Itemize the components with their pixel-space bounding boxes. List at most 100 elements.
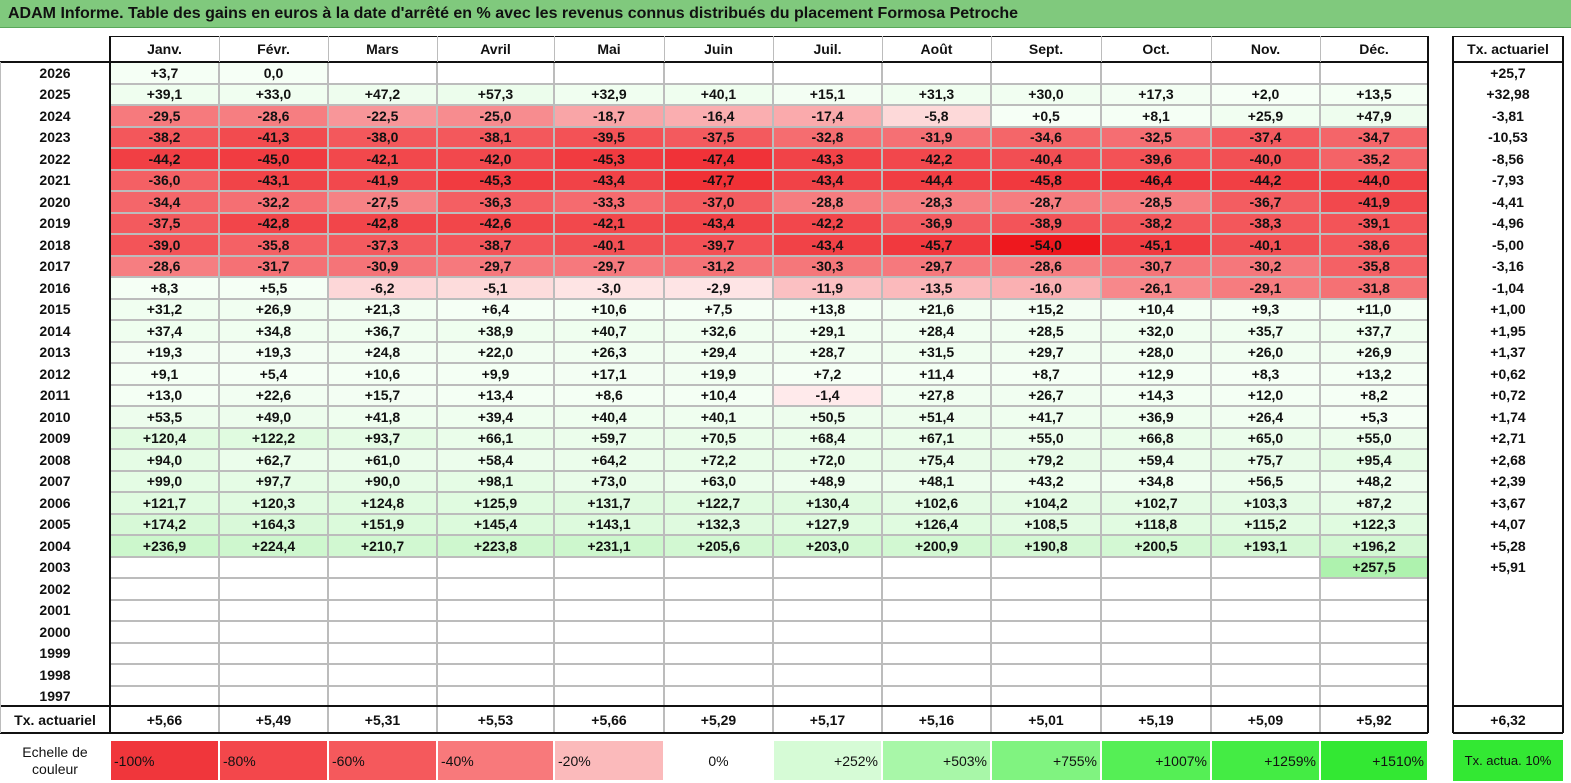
- table-cell: +8,2: [1320, 384, 1428, 406]
- summary-cell: +5,31: [328, 706, 437, 733]
- table-cell: [1320, 664, 1428, 686]
- table-cell: +19,3: [110, 341, 219, 363]
- table-cell: [991, 578, 1101, 600]
- table-cell: [219, 642, 328, 664]
- table-cell: +9,1: [110, 363, 219, 385]
- table-cell: -28,6: [219, 105, 328, 127]
- rate-cell: [1453, 686, 1563, 708]
- table-cell: -37,5: [110, 212, 219, 234]
- table-cell: -6,2: [328, 277, 437, 299]
- table-cell: -17,4: [773, 105, 882, 127]
- table-cell: +13,5: [1320, 83, 1428, 105]
- table-cell: -43,1: [219, 169, 328, 191]
- table-cell: +15,7: [328, 384, 437, 406]
- table-cell: -54,0: [991, 234, 1101, 256]
- year-label: 2004: [39, 537, 71, 554]
- table-cell: +28,0: [1101, 341, 1211, 363]
- table-cell: -13,5: [882, 277, 991, 299]
- table-cell: -42,1: [554, 212, 664, 234]
- table-cell: +14,3: [1101, 384, 1211, 406]
- table-cell: -29,5: [110, 105, 219, 127]
- table-cell: -45,7: [882, 234, 991, 256]
- table-cell: +37,4: [110, 320, 219, 342]
- month-header: Févr.: [257, 41, 290, 57]
- table-cell: -43,4: [554, 169, 664, 191]
- table-cell: +19,3: [219, 341, 328, 363]
- table-cell: -30,9: [328, 255, 437, 277]
- table-cell: -28,6: [110, 255, 219, 277]
- table-cell: [219, 578, 328, 600]
- table-cell: +9,9: [437, 363, 554, 385]
- table-cell: +58,4: [437, 449, 554, 471]
- table-cell: +124,8: [328, 492, 437, 514]
- table-cell: +21,3: [328, 298, 437, 320]
- table-cell: +205,6: [664, 535, 773, 557]
- table-cell: -30,3: [773, 255, 882, 277]
- table-cell: +236,9: [110, 535, 219, 557]
- table-cell: -42,8: [219, 212, 328, 234]
- table-cell: +53,5: [110, 406, 219, 428]
- table-cell: +87,2: [1320, 492, 1428, 514]
- table-cell: +120,3: [219, 492, 328, 514]
- table-cell: +38,9: [437, 320, 554, 342]
- table-border: [109, 36, 111, 733]
- table-cell: +200,9: [882, 535, 991, 557]
- table-cell: -42,8: [328, 212, 437, 234]
- table-border: [1427, 36, 1429, 733]
- table-cell: [664, 664, 773, 686]
- table-cell: -16,4: [664, 105, 773, 127]
- table-cell: [664, 578, 773, 600]
- table-cell: +2,0: [1211, 83, 1320, 105]
- table-cell: -34,6: [991, 126, 1101, 148]
- table-cell: -5,1: [437, 277, 554, 299]
- table-cell: -1,4: [773, 384, 882, 406]
- table-cell: +55,0: [991, 427, 1101, 449]
- table-cell: -42,6: [437, 212, 554, 234]
- table-cell: -28,7: [991, 191, 1101, 213]
- table-cell: [991, 599, 1101, 621]
- table-cell: [882, 642, 991, 664]
- table-cell: +8,1: [1101, 105, 1211, 127]
- table-cell: [554, 621, 664, 643]
- table-cell: +8,3: [1211, 363, 1320, 385]
- table-cell: [437, 578, 554, 600]
- table-cell: [1211, 642, 1320, 664]
- table-cell: [1101, 642, 1211, 664]
- table-cell: -44,2: [110, 148, 219, 170]
- rate-cell: -7,93: [1492, 172, 1524, 189]
- table-cell: [882, 599, 991, 621]
- table-cell: -46,4: [1101, 169, 1211, 191]
- table-cell: -26,1: [1101, 277, 1211, 299]
- rate-border: [1453, 705, 1563, 707]
- rate-cell: +5,91: [1490, 559, 1526, 576]
- year-label: 2018: [39, 236, 71, 253]
- year-label: 2012: [39, 365, 71, 382]
- table-cell: -39,7: [664, 234, 773, 256]
- table-cell: -42,2: [882, 148, 991, 170]
- table-cell: [1101, 621, 1211, 643]
- table-cell: [437, 599, 554, 621]
- table-cell: [664, 685, 773, 707]
- table-cell: +10,6: [328, 363, 437, 385]
- table-cell: [1101, 599, 1211, 621]
- table-cell: -11,9: [773, 277, 882, 299]
- table-cell: [219, 664, 328, 686]
- table-cell: +72,0: [773, 449, 882, 471]
- rate-header: Tx. actuariel: [1467, 41, 1549, 57]
- table-cell: +11,0: [1320, 298, 1428, 320]
- table-cell: [1320, 578, 1428, 600]
- table-cell: +8,7: [991, 363, 1101, 385]
- table-cell: [437, 62, 554, 84]
- table-cell: [991, 664, 1101, 686]
- table-cell: +31,5: [882, 341, 991, 363]
- table-cell: -33,3: [554, 191, 664, 213]
- table-cell: +94,0: [110, 449, 219, 471]
- table-cell: [664, 556, 773, 578]
- table-cell: +40,1: [664, 406, 773, 428]
- table-cell: +15,1: [773, 83, 882, 105]
- rate-cell: -1,04: [1492, 279, 1524, 296]
- table-cell: +50,5: [773, 406, 882, 428]
- table-cell: -44,0: [1320, 169, 1428, 191]
- rate-cell: -3,81: [1492, 107, 1524, 124]
- table-cell: [1211, 578, 1320, 600]
